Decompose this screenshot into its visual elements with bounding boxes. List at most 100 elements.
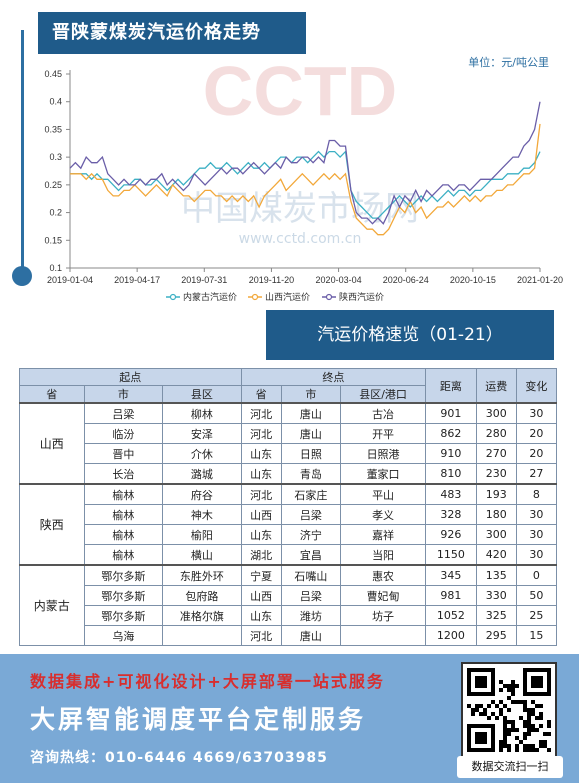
table-cell: 唐山 <box>280 402 342 424</box>
table-cell: 平山 <box>340 483 427 505</box>
table-cell: 483 <box>425 483 477 505</box>
origin-header: 起点 <box>19 368 242 386</box>
table-cell: 临汾 <box>83 423 164 444</box>
table-cell: 坊子 <box>340 605 427 626</box>
table-cell: 193 <box>475 483 517 505</box>
table-cell: 柳林 <box>162 402 242 424</box>
table-cell: 270 <box>475 443 517 464</box>
table-cell: 日照港 <box>340 443 427 464</box>
table-cell: 济宁 <box>280 524 342 545</box>
table-cell: 0 <box>515 564 558 586</box>
table-cell: 潍坊 <box>280 605 342 626</box>
promo-services: 数据集成+可视化设计+大屏部署一站式服务 <box>30 672 385 691</box>
table-cell: 榆林 <box>83 483 164 505</box>
table-cell: 晋中 <box>83 443 164 464</box>
series-line-1 <box>70 123 541 236</box>
table-cell: 湖北 <box>240 544 282 566</box>
y-tick-label: 0.45 <box>44 69 62 79</box>
table-cell: 石嘴山 <box>280 564 342 586</box>
decorative-dot <box>12 266 32 286</box>
table-cell: 当阳 <box>340 544 427 566</box>
table-cell: 鄂尔多斯 <box>83 605 164 626</box>
table-row: 临汾 安泽 河北 唐山 开平 862 280 20 <box>20 423 558 444</box>
table-cell: 鄂尔多斯 <box>83 585 164 606</box>
table-cell: 981 <box>425 585 477 606</box>
table-cell: 300 <box>475 402 517 424</box>
table-row: 内蒙古 鄂尔多斯 东胜外环 宁夏 石嘴山 惠农 345 135 0 <box>19 564 558 646</box>
y-tick-label: 0.3 <box>49 152 62 162</box>
x-tick-label: 2020-10-15 <box>450 275 496 285</box>
table-cell: 吕梁 <box>280 585 342 606</box>
table-cell: 榆林 <box>83 504 164 525</box>
province-cell: 陕西 <box>19 483 85 566</box>
table-cell: 325 <box>475 605 517 626</box>
table-cell: 280 <box>475 423 517 444</box>
table-cell: 山东 <box>240 463 282 485</box>
x-tick-label: 2019-07-31 <box>181 275 227 285</box>
table-cell: 日照 <box>280 443 342 464</box>
series-line-0 <box>70 150 541 219</box>
y-tick-label: 0.4 <box>49 97 62 107</box>
table-cell: 唐山 <box>280 625 342 646</box>
legend-marker <box>251 293 259 301</box>
series-line-2 <box>69 101 541 225</box>
table-cell: 901 <box>425 402 477 424</box>
y-tick-label: 0.35 <box>44 124 62 134</box>
origin-city-header: 市 <box>83 385 164 404</box>
change-header: 变化 <box>515 368 558 404</box>
table-cell: 30 <box>515 402 558 424</box>
table-cell: 吕梁 <box>83 402 164 424</box>
dest-port-header: 县区/港口 <box>340 385 427 404</box>
table-cell <box>340 625 427 646</box>
table-cell: 27 <box>515 463 558 485</box>
chart-watermark-logo: CCTD <box>203 60 397 130</box>
table-cell: 董家口 <box>340 463 427 485</box>
table-cell: 嘉祥 <box>340 524 427 545</box>
decorative-line <box>21 30 24 278</box>
province-cell: 山西 <box>19 402 85 485</box>
destination-header: 终点 <box>240 368 427 386</box>
page-title: 晋陕蒙煤炭汽运价格走势 <box>38 12 306 54</box>
table-row: 陕西 榆林 府谷 河北 石家庄 平山 483 193 8 <box>19 483 558 566</box>
table-cell: 宁夏 <box>240 564 282 586</box>
y-tick-label: 0.15 <box>44 235 62 245</box>
table-cell: 300 <box>475 524 517 545</box>
table-row: 长治 潞城 山东 青岛 董家口 810 230 27 <box>20 463 558 485</box>
table-row: 晋中 介休 山东 日照 日照港 910 270 20 <box>20 443 558 464</box>
table-cell: 唐山 <box>280 423 342 444</box>
x-tick-label: 2021-01-20 <box>517 275 563 285</box>
table-row: 榆林 横山 湖北 宜昌 当阳 1150 420 30 <box>20 544 558 566</box>
table-cell: 山西 <box>240 504 282 525</box>
table-cell: 328 <box>425 504 477 525</box>
table-row: 乌海 河北 唐山 1200 295 15 <box>20 625 558 646</box>
table-cell: 东胜外环 <box>162 564 242 586</box>
x-tick-label: 2019-11-20 <box>249 275 294 285</box>
table-row: 榆林 神木 山西 吕梁 孝义 328 180 30 <box>20 504 558 525</box>
table-cell: 包府路 <box>162 585 242 606</box>
table-row: 鄂尔多斯 准格尔旗 山东 潍坊 坊子 1052 325 25 <box>20 605 558 626</box>
table-cell: 山西 <box>240 585 282 606</box>
table-cell: 1052 <box>425 605 477 626</box>
table-cell: 8 <box>515 483 558 505</box>
table-cell: 420 <box>475 544 517 566</box>
table-cell: 长治 <box>83 463 164 485</box>
table-cell: 吕梁 <box>280 504 342 525</box>
promo-hotline: 咨询热线：010-6446 4669/63703985 <box>30 750 328 766</box>
table-cell: 青岛 <box>280 463 342 485</box>
table-cell: 惠农 <box>340 564 427 586</box>
table-cell: 古冶 <box>340 402 427 424</box>
chart-watermark-url: www.cctd.com.cn <box>239 231 362 247</box>
table-cell: 横山 <box>162 544 242 566</box>
table-cell: 山东 <box>240 524 282 545</box>
table-row: 榆林 榆阳 山东 济宁 嘉祥 926 300 30 <box>20 524 558 545</box>
table-cell <box>162 625 242 646</box>
dest-province-header: 省 <box>240 385 282 404</box>
table-cell: 河北 <box>240 483 282 505</box>
table-cell: 910 <box>425 443 477 464</box>
table-cell: 府谷 <box>162 483 242 505</box>
table-cell: 30 <box>515 524 558 545</box>
table-cell: 榆阳 <box>162 524 242 545</box>
province-cell: 内蒙古 <box>19 564 85 646</box>
table-cell: 山东 <box>240 605 282 626</box>
table-cell: 330 <box>475 585 517 606</box>
